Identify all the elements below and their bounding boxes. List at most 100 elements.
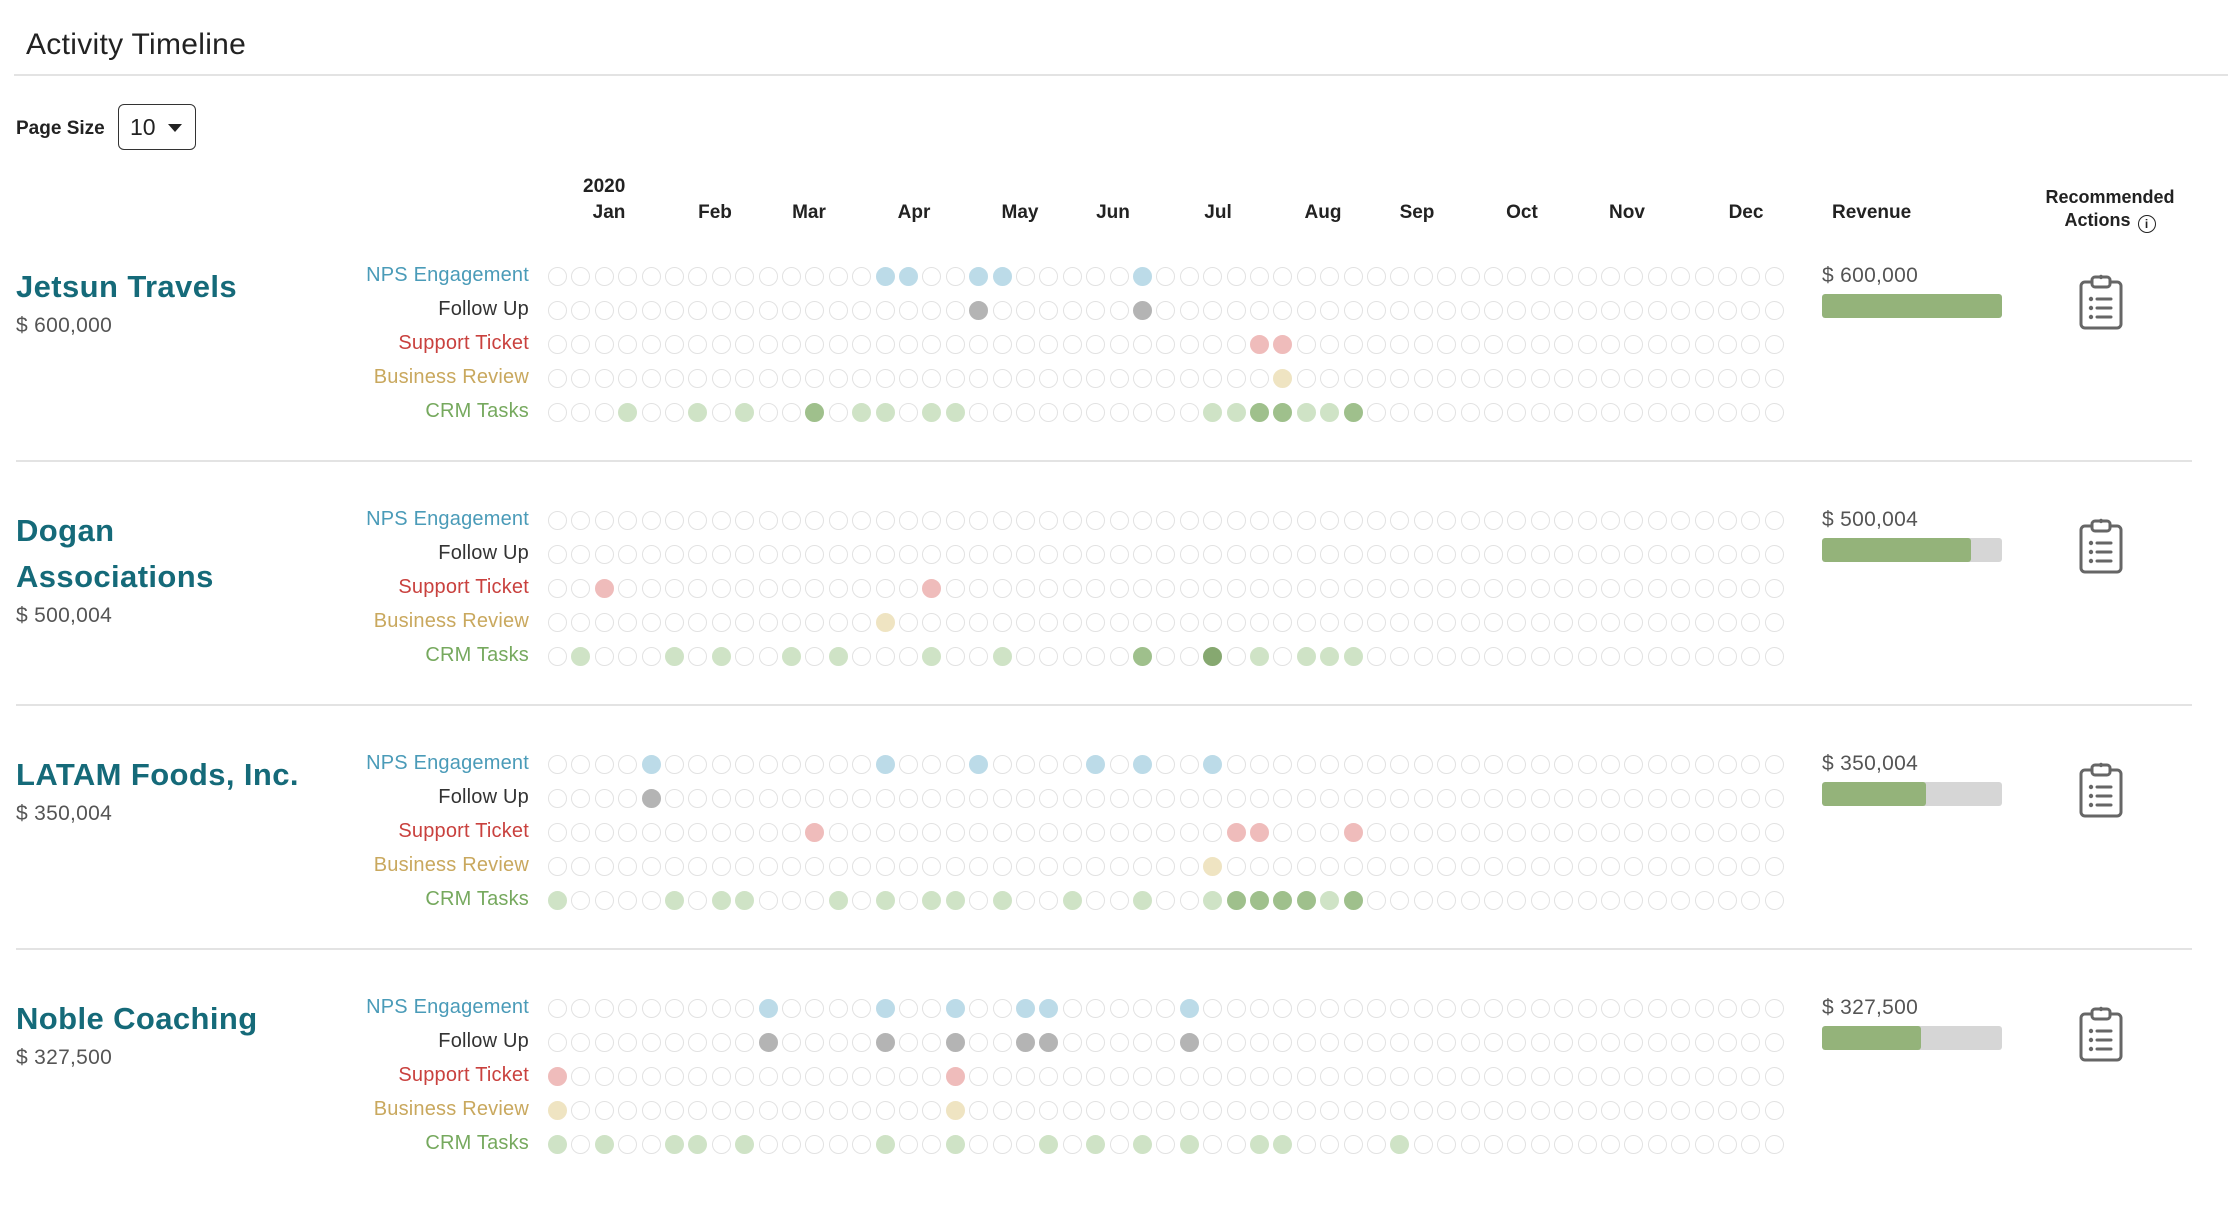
account-name[interactable]: Jetsun Travels — [16, 269, 237, 304]
activity-dot-filled[interactable] — [1226, 891, 1246, 910]
activity-dot-filled[interactable] — [852, 403, 872, 422]
activity-dot-filled[interactable] — [1273, 891, 1293, 910]
activity-dot-filled[interactable] — [618, 403, 638, 422]
activity-dot-filled[interactable] — [1133, 267, 1152, 286]
activity-dot-filled[interactable] — [875, 755, 895, 774]
account-name[interactable]: Dogan Associations — [16, 513, 214, 594]
activity-dot-filled[interactable] — [922, 579, 942, 598]
activity-dot-filled[interactable] — [1133, 891, 1152, 910]
activity-dot-filled[interactable] — [1296, 891, 1316, 910]
clipboard-icon[interactable] — [2078, 274, 2124, 330]
activity-dot-filled[interactable] — [875, 1135, 895, 1154]
activity-dot-filled[interactable] — [1086, 1135, 1106, 1154]
activity-dot-filled[interactable] — [1320, 891, 1340, 910]
activity-dot-filled[interactable] — [1250, 891, 1269, 910]
activity-dot-filled[interactable] — [1226, 403, 1246, 422]
activity-dot-filled[interactable] — [1250, 403, 1269, 422]
activity-dot-filled[interactable] — [1250, 647, 1269, 666]
activity-dot-filled[interactable] — [1273, 1135, 1293, 1154]
activity-dot-filled[interactable] — [992, 891, 1012, 910]
activity-dot-filled[interactable] — [875, 1033, 895, 1052]
activity-dot-filled[interactable] — [805, 823, 825, 842]
activity-dot-filled[interactable] — [1039, 999, 1059, 1018]
activity-dot-filled[interactable] — [828, 647, 848, 666]
activity-dot-filled[interactable] — [1343, 647, 1363, 666]
activity-dot-filled[interactable] — [1343, 891, 1363, 910]
activity-dot-filled[interactable] — [1320, 403, 1340, 422]
activity-dot-filled[interactable] — [1203, 755, 1223, 774]
activity-dot-filled[interactable] — [875, 999, 895, 1018]
activity-dot-filled[interactable] — [571, 647, 591, 666]
activity-dot-filled[interactable] — [1390, 1135, 1410, 1154]
info-icon[interactable]: i — [2137, 215, 2156, 233]
activity-dot-filled[interactable] — [875, 613, 895, 632]
activity-dot-filled[interactable] — [1296, 403, 1316, 422]
activity-dot-filled[interactable] — [1203, 403, 1223, 422]
activity-dot-filled[interactable] — [1133, 647, 1152, 666]
activity-dot-filled[interactable] — [1343, 823, 1363, 842]
activity-dot-filled[interactable] — [594, 1135, 614, 1154]
activity-dot-filled[interactable] — [969, 755, 989, 774]
activity-dot-filled[interactable] — [1179, 999, 1199, 1018]
activity-dot-filled[interactable] — [945, 999, 965, 1018]
activity-dot-filled[interactable] — [899, 267, 918, 286]
activity-dot-filled[interactable] — [992, 647, 1012, 666]
activity-dot-filled[interactable] — [1250, 823, 1269, 842]
activity-dot-filled[interactable] — [922, 647, 942, 666]
activity-dot-filled[interactable] — [1133, 1135, 1152, 1154]
activity-dot-filled[interactable] — [1179, 1033, 1199, 1052]
activity-dot-filled[interactable] — [735, 403, 755, 422]
activity-dot-filled[interactable] — [828, 891, 848, 910]
activity-dot-filled[interactable] — [548, 1135, 567, 1154]
clipboard-icon[interactable] — [2078, 762, 2124, 818]
activity-dot-filled[interactable] — [945, 1135, 965, 1154]
activity-dot-filled[interactable] — [1016, 1033, 1035, 1052]
activity-dot-filled[interactable] — [1320, 647, 1340, 666]
activity-dot-filled[interactable] — [1203, 857, 1223, 876]
activity-dot-filled[interactable] — [735, 1135, 755, 1154]
activity-dot-filled[interactable] — [875, 403, 895, 422]
account-name[interactable]: Noble Coaching — [16, 1001, 258, 1036]
clipboard-icon[interactable] — [2078, 518, 2124, 574]
activity-dot-filled[interactable] — [688, 1135, 708, 1154]
activity-dot-filled[interactable] — [1203, 891, 1223, 910]
activity-dot-filled[interactable] — [735, 891, 755, 910]
activity-dot-filled[interactable] — [665, 891, 684, 910]
activity-dot-filled[interactable] — [548, 1101, 567, 1120]
activity-dot-filled[interactable] — [1343, 403, 1363, 422]
activity-dot-filled[interactable] — [711, 647, 731, 666]
activity-dot-filled[interactable] — [1226, 823, 1246, 842]
activity-dot-filled[interactable] — [1179, 1135, 1199, 1154]
activity-dot-filled[interactable] — [945, 1033, 965, 1052]
activity-dot-filled[interactable] — [548, 1067, 567, 1086]
activity-dot-filled[interactable] — [665, 647, 684, 666]
activity-dot-filled[interactable] — [594, 579, 614, 598]
activity-dot-filled[interactable] — [945, 403, 965, 422]
activity-dot-filled[interactable] — [922, 891, 942, 910]
activity-dot-filled[interactable] — [1273, 335, 1293, 354]
activity-dot-filled[interactable] — [1296, 647, 1316, 666]
activity-dot-filled[interactable] — [1273, 369, 1293, 388]
activity-dot-filled[interactable] — [548, 891, 567, 910]
activity-dot-filled[interactable] — [1133, 301, 1152, 320]
activity-dot-filled[interactable] — [711, 891, 731, 910]
activity-dot-filled[interactable] — [1273, 403, 1293, 422]
activity-dot-filled[interactable] — [875, 891, 895, 910]
clipboard-icon[interactable] — [2078, 1006, 2124, 1062]
activity-dot-filled[interactable] — [758, 1033, 778, 1052]
activity-dot-filled[interactable] — [992, 267, 1012, 286]
activity-dot-filled[interactable] — [1039, 1033, 1059, 1052]
activity-dot-filled[interactable] — [945, 891, 965, 910]
activity-dot-filled[interactable] — [1039, 1135, 1059, 1154]
activity-dot-filled[interactable] — [922, 403, 942, 422]
activity-dot-filled[interactable] — [641, 789, 661, 808]
activity-dot-filled[interactable] — [1133, 755, 1152, 774]
activity-dot-filled[interactable] — [665, 1135, 684, 1154]
activity-dot-filled[interactable] — [1250, 1135, 1269, 1154]
activity-dot-filled[interactable] — [1016, 999, 1035, 1018]
account-name[interactable]: LATAM Foods, Inc. — [16, 757, 299, 792]
page-size-select[interactable]: 10 — [118, 104, 196, 150]
activity-dot-filled[interactable] — [875, 267, 895, 286]
activity-dot-filled[interactable] — [1086, 755, 1106, 774]
activity-dot-filled[interactable] — [1203, 647, 1223, 666]
